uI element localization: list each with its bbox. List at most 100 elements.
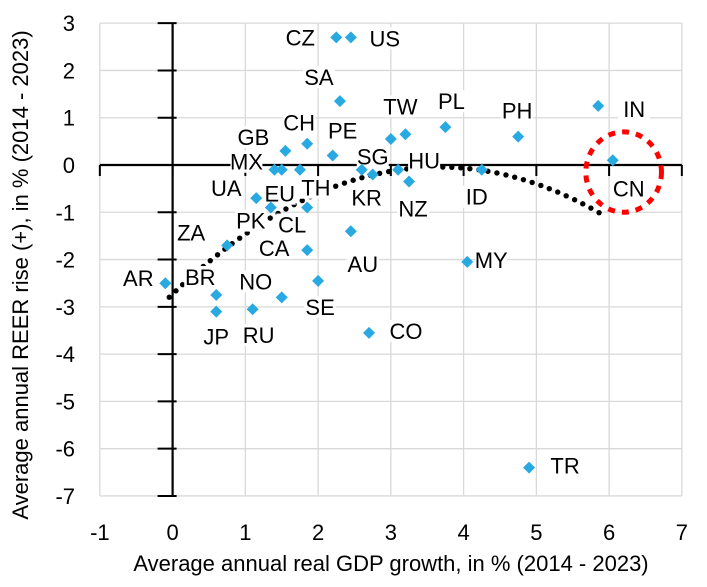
trend-dot [563, 193, 569, 199]
point-label-bg-HU [408, 149, 441, 172]
point-label-bg-MX [230, 150, 263, 173]
point-label-bg-GB [237, 125, 270, 148]
point-label-SE: SE [305, 295, 334, 320]
y-tick-label--3: -3 [55, 295, 75, 320]
trend-dot [404, 166, 410, 172]
point-label-bg-CO [390, 319, 423, 342]
y-tick-label-0: 0 [63, 153, 75, 178]
y-tick-label--2: -2 [55, 248, 75, 273]
trend-dot [267, 215, 273, 221]
trend-dot [333, 183, 339, 189]
point-label-bg-SE [304, 295, 337, 318]
y-tick-label--1: -1 [55, 200, 75, 225]
trend-dot [503, 172, 509, 178]
point-label-CL: CL [278, 213, 306, 238]
point-label-PE: PE [328, 119, 357, 144]
data-point-EU [275, 163, 288, 176]
point-label-bg-KR [350, 186, 383, 209]
trend-dot [596, 209, 602, 216]
data-point-GB [279, 144, 292, 157]
point-label-bg-RU [242, 324, 275, 347]
point-label-bg-UA [210, 177, 243, 200]
data-point-PL [439, 121, 452, 134]
point-label-CA: CA [259, 236, 290, 261]
point-label-bg-IN [618, 97, 651, 120]
y-tick-label--6: -6 [55, 437, 75, 462]
point-label-bg-PK [234, 209, 267, 232]
point-label-ID: ID [466, 185, 488, 210]
data-point-AU [344, 225, 357, 238]
point-label-bg-CL [276, 213, 309, 236]
x-tick-label-3: 3 [385, 520, 397, 545]
point-label-IN: IN [623, 97, 645, 122]
trend-dot [458, 165, 464, 171]
trend-dot [214, 252, 221, 258]
point-label-bg-JP [200, 325, 233, 348]
point-label-CN: CN [613, 176, 645, 201]
data-point-CN [606, 154, 619, 167]
point-label-TW: TW [383, 94, 417, 119]
point-label-US: US [370, 26, 401, 51]
trend-dot [520, 176, 527, 183]
trend-dot [588, 205, 594, 211]
point-label-SA: SA [304, 65, 334, 90]
data-point-CO [363, 326, 376, 339]
data-point-CL [301, 201, 314, 214]
point-label-PL: PL [438, 89, 465, 114]
trend-dot [555, 189, 561, 195]
trend-dot [179, 281, 186, 288]
data-point-CA [301, 244, 314, 257]
data-point-ZA [221, 239, 234, 252]
point-label-BR: BR [185, 265, 216, 290]
y-axis-title: Average annual REER rise (+), in % (2014… [8, 30, 33, 519]
y-tick-label-2: 2 [63, 58, 75, 83]
trend-dot [511, 174, 518, 180]
data-point-KR [366, 168, 379, 181]
data-point-TW [399, 128, 412, 141]
point-label-TR: TR [550, 454, 579, 479]
point-label-bg-ID [460, 185, 493, 208]
x-tick-label-0: 0 [166, 520, 178, 545]
data-point-PE [326, 149, 339, 162]
point-label-bg-PL [435, 90, 468, 113]
trend-dot [350, 177, 356, 183]
point-label-CZ: CZ [286, 25, 315, 50]
x-axis-title: Average annual real GDP growth, in % (20… [133, 551, 648, 576]
point-label-bg-ZA [175, 221, 208, 244]
y-tick-label--4: -4 [55, 342, 75, 367]
data-point-US [344, 31, 357, 44]
point-label-bg-CN [612, 177, 645, 200]
point-label-bg-EU [263, 182, 296, 205]
point-label-bg-PH [501, 99, 534, 122]
point-label-CH: CH [283, 111, 315, 136]
trend-dot [538, 182, 544, 189]
trend-dot [571, 197, 578, 203]
point-label-PH: PH [502, 99, 533, 124]
point-label-MX: MX [230, 150, 263, 175]
trend-dot [359, 174, 365, 181]
point-label-MY: MY [475, 248, 508, 273]
point-label-bg-US [368, 27, 401, 50]
trend-dot [546, 185, 552, 192]
point-label-bg-NO [239, 270, 272, 293]
point-label-bg-NZ [397, 197, 430, 220]
y-tick-label-1: 1 [63, 106, 75, 131]
data-point-HU [392, 163, 405, 176]
data-point-NZ [403, 175, 416, 188]
data-point-IN [592, 99, 605, 112]
data-point-MX [268, 163, 281, 176]
data-point-MY [461, 255, 474, 268]
point-label-KR: KR [351, 185, 382, 210]
trend-dot [173, 288, 179, 294]
trend-dot [236, 235, 243, 241]
point-label-bg-TR [549, 454, 582, 477]
data-point-TR [523, 461, 536, 474]
x-tick-label-4: 4 [457, 520, 469, 545]
point-label-bg-AR [122, 267, 155, 290]
y-tick-label-3: 3 [63, 11, 75, 36]
data-point-ID [475, 163, 488, 176]
point-label-ZA: ZA [177, 220, 205, 245]
point-label-bg-TW [384, 95, 417, 118]
trend-dot [166, 294, 172, 300]
